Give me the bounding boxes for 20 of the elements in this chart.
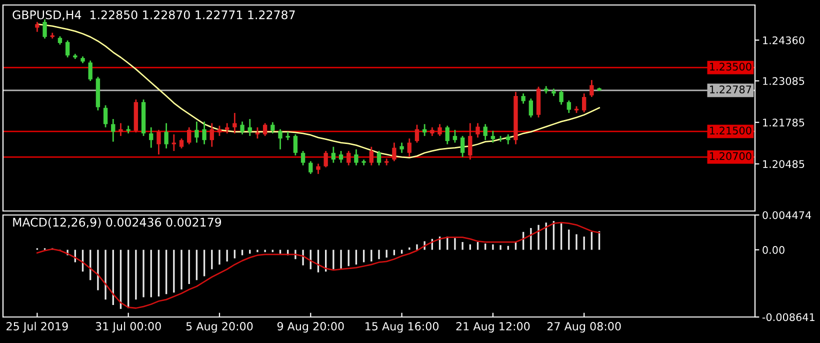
y-tick-label: 1.23085 bbox=[763, 77, 804, 85]
ref-line-label: 1.21500 bbox=[710, 126, 752, 134]
y-tick-label: 1.24360 bbox=[763, 36, 804, 44]
x-tick-label: 21 Aug 12:00 bbox=[456, 322, 530, 333]
ref-line-label: 1.22787 bbox=[710, 86, 752, 94]
x-tick-label: 5 Aug 20:00 bbox=[186, 322, 253, 333]
ref-line-label: 1.20700 bbox=[710, 152, 752, 160]
x-tick-label: 15 Aug 16:00 bbox=[366, 322, 439, 333]
chart-title: MACD(12,26,9) 0.002436 0.002179 bbox=[13, 218, 222, 228]
y-tick-label: 0.00 bbox=[762, 246, 784, 254]
x-tick-label: 9 Aug 20:00 bbox=[277, 322, 344, 333]
ref-line-label: 1.23500 bbox=[710, 62, 752, 71]
y-tick-label: -0.008641 bbox=[762, 313, 814, 322]
y-tick-label: 1.21785 bbox=[763, 118, 804, 126]
x-tick-label: 25 Jul 2019 bbox=[6, 322, 68, 333]
y-tick-label: 1.20485 bbox=[763, 160, 804, 168]
chart-title: GBPUSD,H4 1.22850 1.22870 1.22771 1.22787 bbox=[12, 10, 295, 20]
x-tick-label: 27 Aug 08:00 bbox=[547, 322, 621, 333]
x-tick-label: 31 Jul 00:00 bbox=[96, 322, 161, 333]
y-tick-label: 0.004474 bbox=[762, 211, 812, 220]
